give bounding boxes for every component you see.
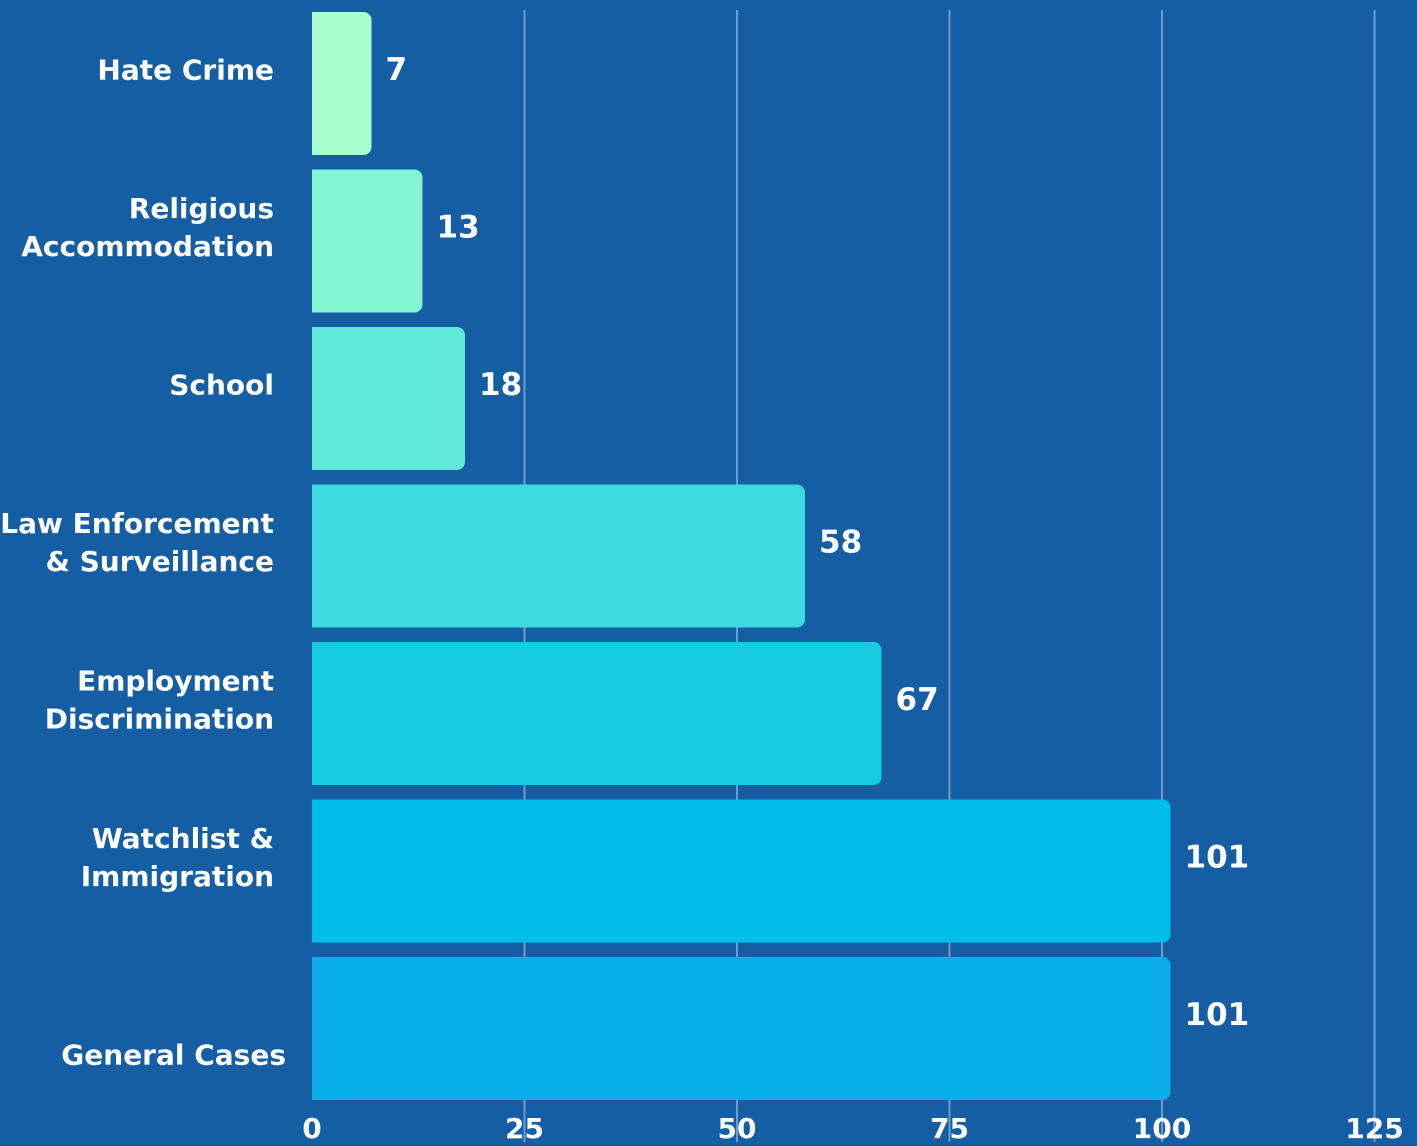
bar-left-edge (312, 327, 322, 470)
data-label: 101 (1185, 840, 1250, 876)
x-tick-label: 100 (1133, 1112, 1191, 1142)
category-label: Immigration (81, 860, 274, 893)
category-label: Watchlist & (92, 822, 274, 855)
x-tick-label: 50 (718, 1112, 757, 1142)
grid-layer (523, 10, 1376, 1142)
bar-layer (312, 12, 1171, 1100)
category-label: Discrimination (45, 703, 274, 736)
category-label: Hate Crime (97, 54, 274, 87)
category-label: School (169, 369, 274, 402)
x-tick-label: 75 (930, 1112, 969, 1142)
category-label: & Surveillance (45, 545, 274, 578)
bar-left-edge (312, 169, 322, 313)
bar (312, 12, 372, 155)
category-label: Religious (129, 192, 274, 225)
bar (312, 957, 1171, 1100)
bar-left-edge (312, 642, 322, 785)
bar (312, 327, 465, 470)
bar (312, 799, 1171, 943)
bar-left-edge (312, 484, 322, 628)
x-tick-label: 0 (302, 1112, 321, 1142)
bar-left-edge (312, 12, 322, 155)
x-tick-label: 25 (505, 1112, 544, 1142)
category-label: Law Enforcement (0, 507, 274, 540)
label-layer: 0 25 50 75 100 125 7 Hate Crime 13 Religious Accom… (0, 52, 1403, 1145)
data-label: 67 (896, 682, 939, 718)
data-label: 7 (386, 52, 408, 88)
data-label: 13 (437, 210, 480, 246)
bar-left-edge (312, 799, 322, 943)
bar (312, 642, 882, 785)
x-tick-label: 125 (1345, 1112, 1403, 1142)
category-label: General Cases (61, 1039, 286, 1072)
bar (312, 484, 805, 628)
data-label: 18 (479, 367, 522, 403)
bar (312, 169, 423, 313)
category-label: Employment (77, 665, 274, 698)
data-label: 58 (819, 525, 862, 561)
category-label: Accommodation (21, 230, 274, 263)
data-label: 101 (1185, 997, 1250, 1033)
bar-left-edge (312, 957, 322, 1100)
